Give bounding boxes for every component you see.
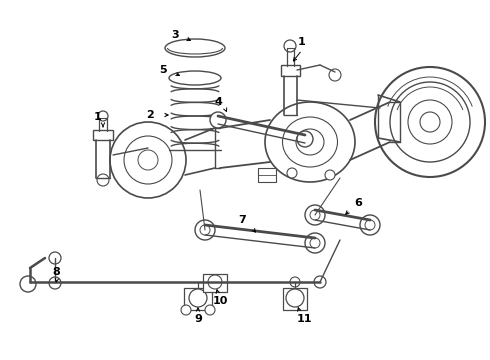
Circle shape [189,289,207,307]
Text: 6: 6 [354,198,362,208]
Circle shape [305,233,325,253]
Text: 1: 1 [94,112,102,122]
Text: 11: 11 [296,314,312,324]
Circle shape [305,205,325,225]
Circle shape [208,275,222,289]
Circle shape [124,136,172,184]
Circle shape [210,112,226,128]
Circle shape [97,174,109,186]
Circle shape [98,111,108,121]
Circle shape [205,305,215,315]
Circle shape [360,215,380,235]
Circle shape [297,131,313,147]
Text: 7: 7 [238,215,246,225]
Text: 10: 10 [212,296,228,306]
Polygon shape [184,288,212,310]
Circle shape [314,276,326,288]
Circle shape [390,82,470,162]
Circle shape [49,277,61,289]
Ellipse shape [296,129,324,155]
Text: 3: 3 [171,30,179,40]
Text: 4: 4 [214,97,222,107]
Polygon shape [258,168,276,182]
Polygon shape [281,65,300,76]
Ellipse shape [165,39,225,57]
Circle shape [287,168,297,178]
Text: 9: 9 [194,314,202,324]
Circle shape [20,276,36,292]
Circle shape [181,305,191,315]
Circle shape [284,40,296,52]
Ellipse shape [169,71,221,85]
Circle shape [325,170,335,180]
Circle shape [200,225,210,235]
Circle shape [375,67,485,177]
Circle shape [329,69,341,81]
Circle shape [138,150,158,170]
Circle shape [365,220,375,230]
Circle shape [420,112,440,132]
Ellipse shape [283,117,338,167]
Circle shape [310,238,320,248]
Circle shape [110,122,186,198]
Circle shape [310,210,320,220]
Ellipse shape [265,102,355,182]
Polygon shape [93,130,113,140]
Circle shape [49,252,61,264]
Text: 1: 1 [298,37,306,47]
Circle shape [195,220,215,240]
Polygon shape [203,274,227,292]
Circle shape [286,289,304,307]
Text: 8: 8 [52,267,60,277]
Circle shape [290,277,300,287]
Polygon shape [283,288,307,310]
Text: 2: 2 [146,110,154,120]
Circle shape [408,100,452,144]
Text: 5: 5 [159,65,167,75]
